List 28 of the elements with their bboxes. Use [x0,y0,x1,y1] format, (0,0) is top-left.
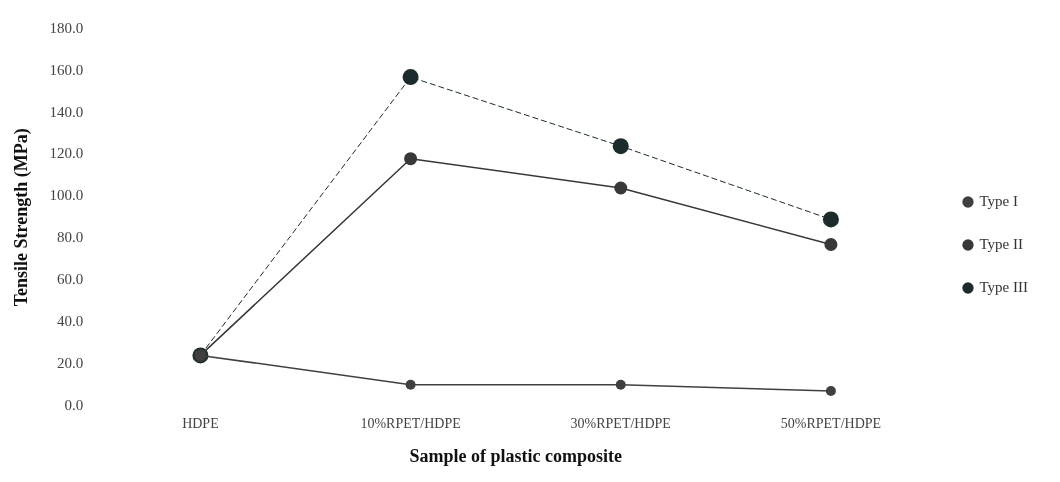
y-tick-label: 100.0 [49,187,84,204]
point [405,379,416,390]
y-tick-label: 160.0 [49,61,84,78]
x-tick-label: 30%RPET/HDPE [570,415,671,431]
y-tick-label: 40.0 [57,312,84,329]
x-tick-label: HDPE [182,415,219,431]
x-tick-label: 50%RPET/HDPE [780,415,882,431]
point [822,211,839,228]
legend-label: Type I [979,192,1019,209]
legend-label: Type III [979,278,1029,295]
y-tick-label: 20.0 [57,354,84,371]
x-axis-title: Sample of plastic composite [409,445,622,466]
point [402,69,419,86]
x-tick-label: 10%RPET/HDPE [360,415,461,431]
point [614,181,628,195]
point [612,138,629,155]
point [825,385,836,396]
y-tick-label: 140.0 [49,103,84,120]
point [824,238,838,251]
y-axis-title: Tensile Strength (MPa) [11,128,33,307]
y-tick-label: 0.0 [64,396,84,413]
y-tick-label: 180.0 [49,19,84,36]
point [615,379,626,390]
point [404,152,418,166]
y-tick-label: 60.0 [57,271,84,287]
y-tick-label: 80.0 [57,229,84,246]
y-tick-label: 120.0 [49,145,84,162]
legend-label: Type II [979,235,1024,252]
